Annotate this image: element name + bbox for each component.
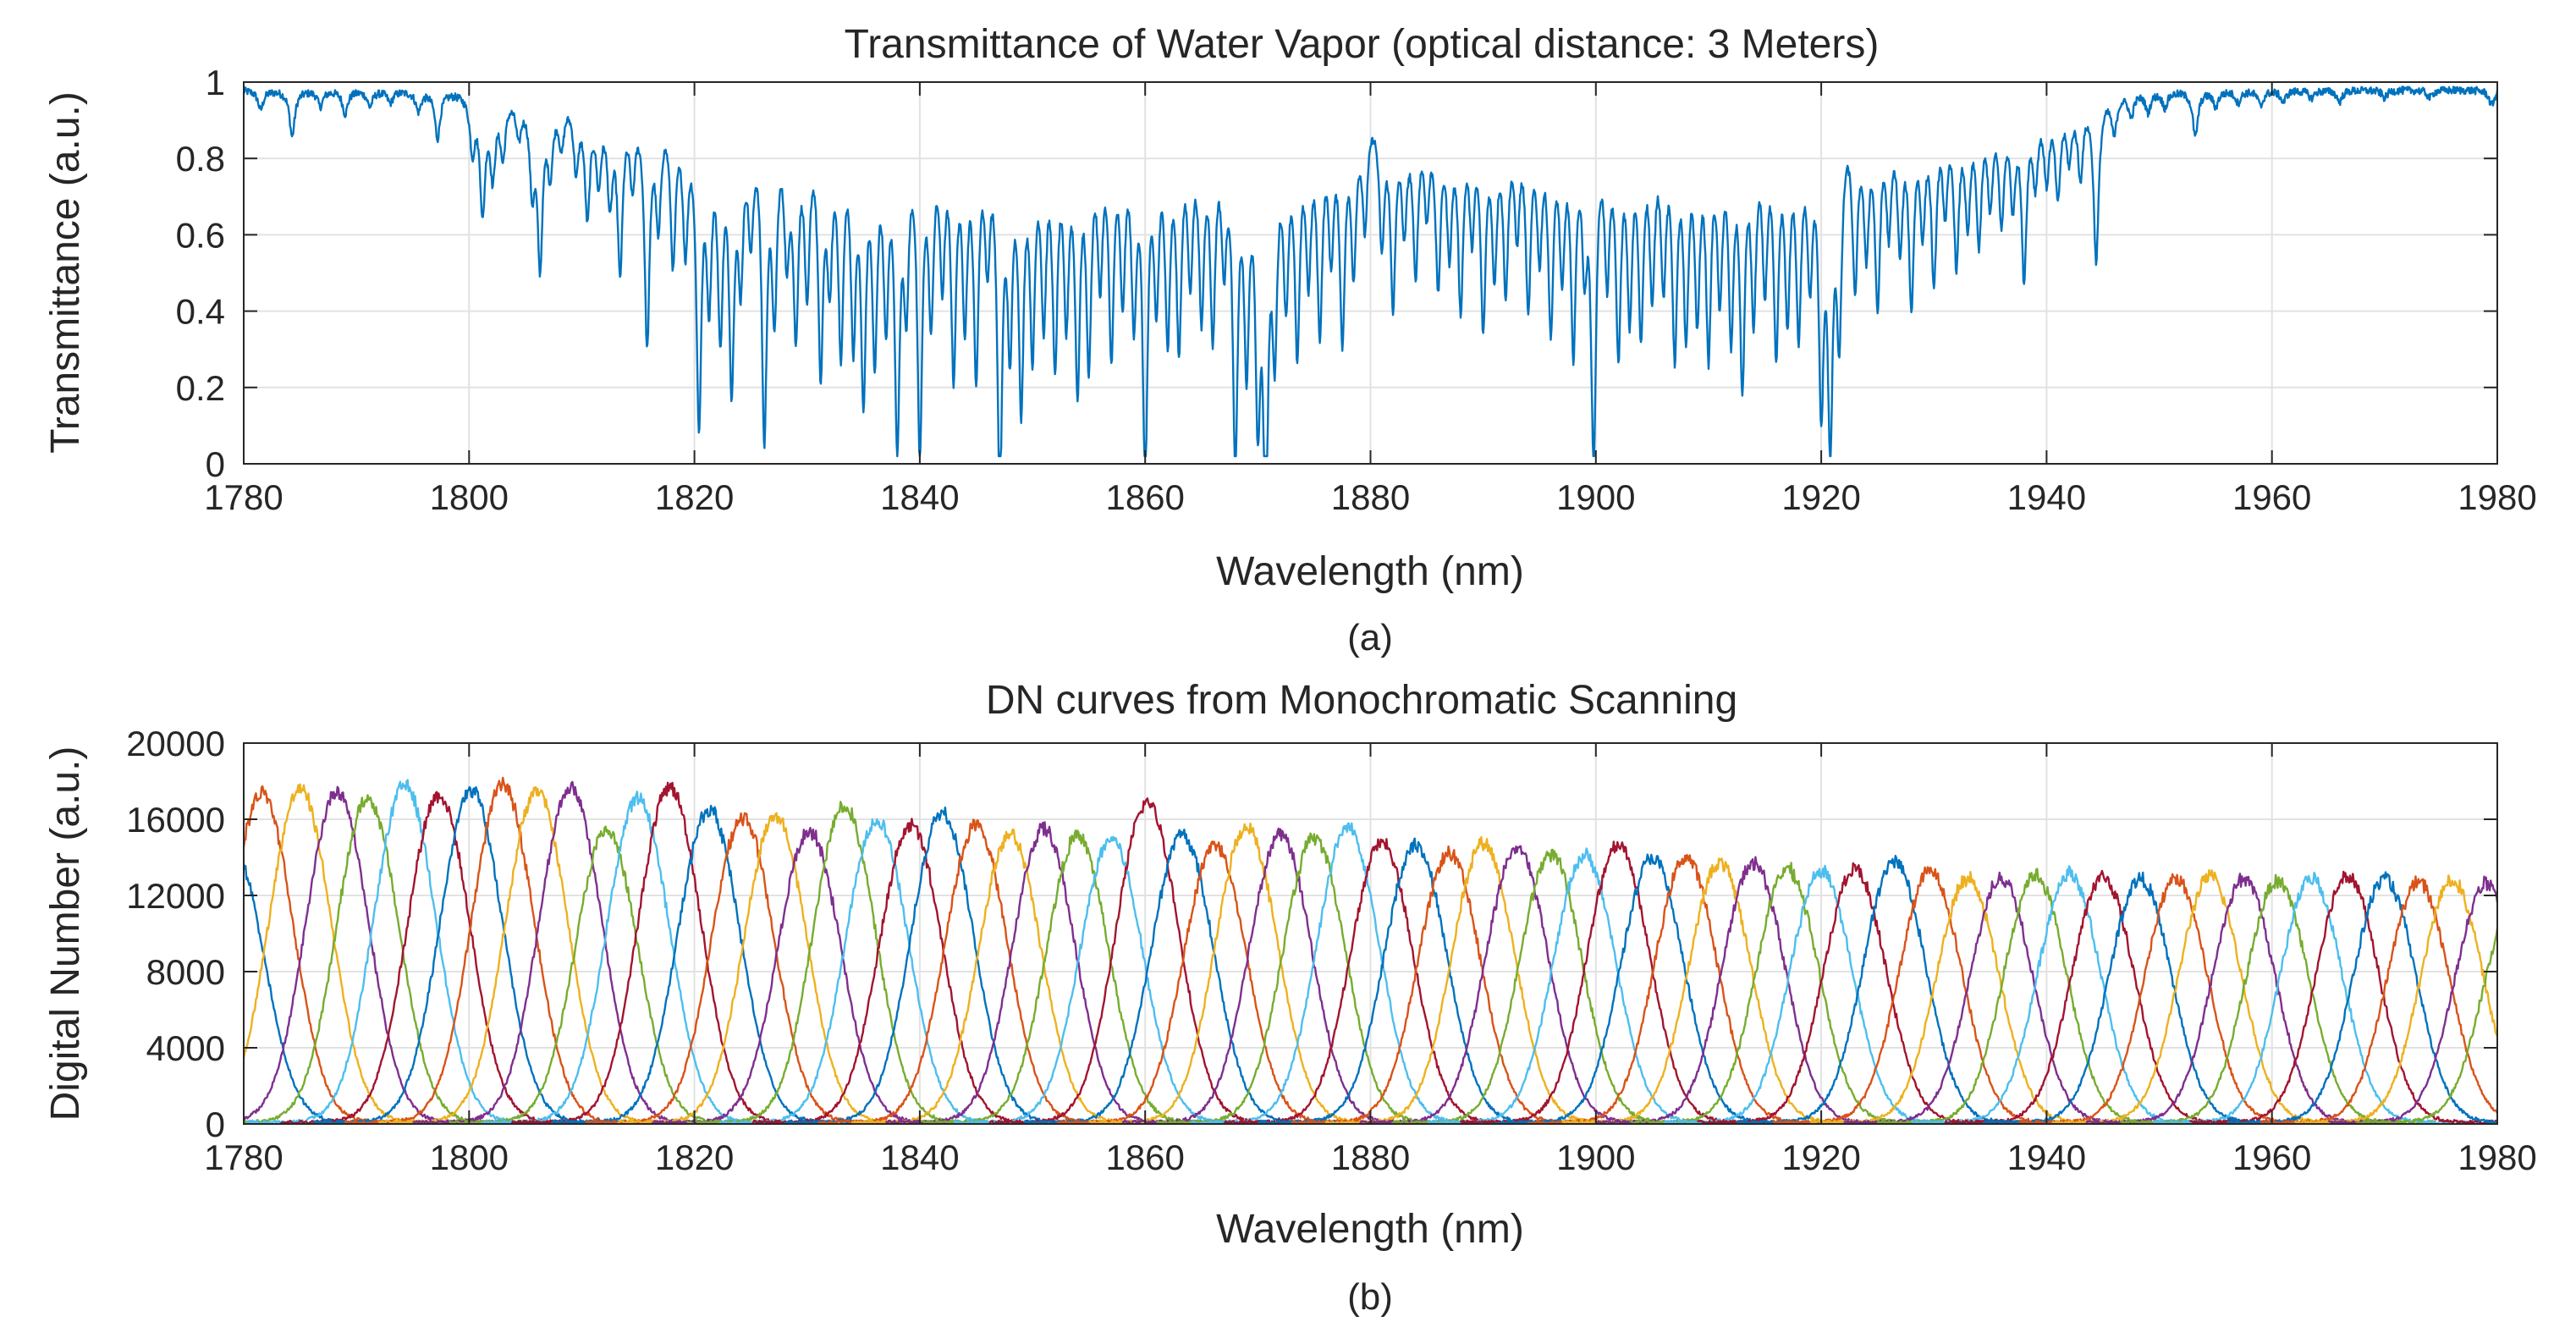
dn-curve xyxy=(953,835,1270,1124)
y-tick-label: 4000 xyxy=(146,1028,225,1068)
y-tick-label: 0 xyxy=(206,1104,225,1144)
dn-curve xyxy=(1359,845,1676,1124)
dn-curve xyxy=(1594,856,1913,1124)
x-tick-label: 1920 xyxy=(1781,1137,1860,1177)
x-tick-label: 1900 xyxy=(1556,1137,1635,1177)
chart-a-ticks: 1780 1800 1820 1840 1860 1880 1900 1920 1940 1960… xyxy=(176,63,2537,517)
y-tick-label: 16000 xyxy=(126,800,225,840)
transmittance-line xyxy=(244,85,2497,458)
dn-curve xyxy=(1291,845,1608,1124)
dn-curve xyxy=(918,829,1236,1124)
dn-curve xyxy=(1771,866,2089,1124)
x-tick-label: 1980 xyxy=(2458,1137,2536,1177)
x-tick-label: 1820 xyxy=(655,1137,734,1177)
x-tick-label: 1940 xyxy=(2007,1137,2086,1177)
dn-curve xyxy=(1560,857,1879,1124)
x-tick-label: 1980 xyxy=(2458,477,2536,517)
y-tick-label: 20000 xyxy=(126,724,225,763)
x-tick-label: 1800 xyxy=(430,477,509,517)
dn-curve xyxy=(617,812,934,1124)
x-tick-label: 1860 xyxy=(1105,1137,1184,1177)
caption-a: (a) xyxy=(1347,617,1393,658)
dn-curve xyxy=(1324,835,1642,1124)
dn-curve xyxy=(244,785,496,1124)
dn-curve xyxy=(245,779,564,1124)
dn-curve xyxy=(2293,874,2497,1124)
x-tick-label: 1860 xyxy=(1105,477,1184,517)
dn-curve xyxy=(2051,869,2369,1124)
y-tick-label: 12000 xyxy=(126,876,225,916)
y-tick-label: 0.2 xyxy=(176,368,225,408)
chart-a-plot-area xyxy=(244,85,2497,458)
y-tick-label: 0.4 xyxy=(176,292,225,332)
x-tick-label: 1920 xyxy=(1781,477,1860,517)
chart-b-y-axis-label: Digital Number (a.u.) xyxy=(43,746,88,1121)
x-tick-label: 1780 xyxy=(204,477,283,517)
chart-b-x-axis-label: Wavelength (nm) xyxy=(1216,1207,1524,1252)
x-tick-label: 1880 xyxy=(1331,477,1410,517)
dn-curve xyxy=(1023,829,1341,1124)
dn-curve xyxy=(377,785,696,1124)
x-tick-label: 1940 xyxy=(2007,477,2086,517)
x-tick-label: 1800 xyxy=(430,1137,509,1177)
dn-curve xyxy=(412,780,729,1124)
dn-curve xyxy=(2119,873,2436,1124)
dn-curve xyxy=(1426,847,1743,1124)
dn-curve xyxy=(344,776,662,1124)
x-tick-label: 1840 xyxy=(880,477,959,517)
dn-curve xyxy=(480,790,797,1124)
caption-b: (b) xyxy=(1347,1276,1393,1318)
dn-curve xyxy=(510,781,828,1124)
dn-curve xyxy=(244,863,392,1124)
dn-curve xyxy=(1629,862,1946,1124)
dn-curve xyxy=(1223,838,1541,1124)
x-tick-label: 1900 xyxy=(1556,477,1635,517)
dn-curve xyxy=(1392,848,1709,1124)
y-tick-label: 0 xyxy=(206,444,225,484)
y-tick-label: 8000 xyxy=(146,952,225,992)
dn-curve xyxy=(1876,868,2194,1124)
y-tick-label: 0.8 xyxy=(176,139,225,179)
y-tick-label: 0.6 xyxy=(176,215,225,255)
dn-curve xyxy=(2085,873,2403,1124)
x-tick-label: 1960 xyxy=(2232,477,2311,517)
chart-a-y-axis-label: Transmittance (a.u.) xyxy=(43,91,88,454)
dn-curves-chart: DN curves from Monochromatic Scanning 17… xyxy=(43,678,2537,1318)
x-tick-label: 1820 xyxy=(655,477,734,517)
dn-curve xyxy=(1155,832,1472,1124)
x-tick-label: 1840 xyxy=(880,1137,959,1177)
dn-curve xyxy=(2226,871,2497,1124)
x-tick-label: 1880 xyxy=(1331,1137,1410,1177)
chart-b-title: DN curves from Monochromatic Scanning xyxy=(986,678,1737,723)
dn-curve xyxy=(2260,875,2497,1124)
dn-curve xyxy=(1843,871,2160,1124)
x-tick-label: 1960 xyxy=(2232,1137,2311,1177)
dn-curve xyxy=(279,790,597,1124)
x-tick-label: 1780 xyxy=(204,1137,283,1177)
y-tick-label: 1 xyxy=(206,63,225,102)
chart-b-ticks: 1780 1800 1820 1840 1860 1880 1900 1920 1940 1960… xyxy=(126,724,2537,1177)
chart-a-x-axis-label: Wavelength (nm) xyxy=(1216,549,1524,594)
chart-a-title: Transmittance of Water Vapor (optical di… xyxy=(845,22,1880,67)
dn-curve xyxy=(2355,928,2497,1124)
dn-curve xyxy=(1910,865,2228,1124)
transmittance-chart: Transmittance of Water Vapor (optical di… xyxy=(43,22,2537,658)
chart-a-gridlines xyxy=(244,82,2497,464)
dn-curve xyxy=(2327,875,2497,1124)
